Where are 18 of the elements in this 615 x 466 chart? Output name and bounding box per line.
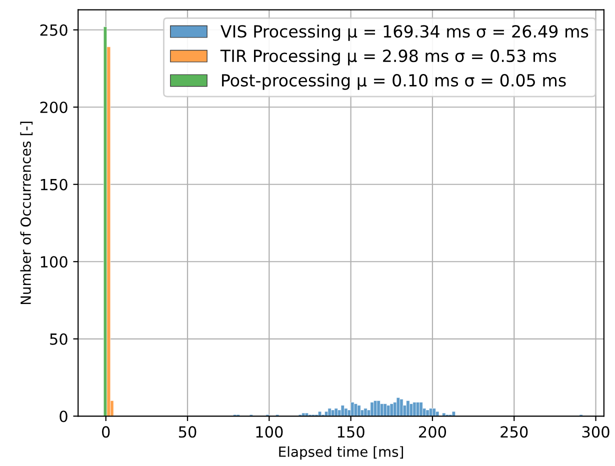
y-tick-label: 150 (40, 178, 68, 190)
legend-label: VIS Processing μ = 169.34 ms σ = 26.49 ms (220, 24, 588, 41)
y-tick-label: 50 (50, 333, 68, 345)
x-axis-title: Elapsed time [ms] (279, 446, 404, 460)
y-tick-label: 200 (40, 102, 68, 114)
legend-label: Post-processing μ = 0.10 ms σ = 0.05 ms (222, 74, 566, 90)
y-axis-title: Number of Occurrences [-] (20, 122, 33, 304)
x-tick-label: 300 (582, 426, 610, 438)
y-tick-label: 100 (40, 256, 68, 268)
x-tick-label: 100 (256, 426, 283, 438)
x-tick-label: 200 (419, 426, 446, 438)
x-tick-label: 250 (500, 426, 528, 438)
y-tick-label: 0 (60, 410, 68, 422)
x-tick-label: 50 (178, 426, 196, 438)
y-tick-label: 250 (40, 24, 68, 36)
x-tick-label: 150 (338, 426, 364, 438)
legend-label: TIR Processing μ = 2.98 ms σ = 0.53 ms (220, 49, 556, 66)
x-tick-label: 0 (102, 426, 110, 438)
